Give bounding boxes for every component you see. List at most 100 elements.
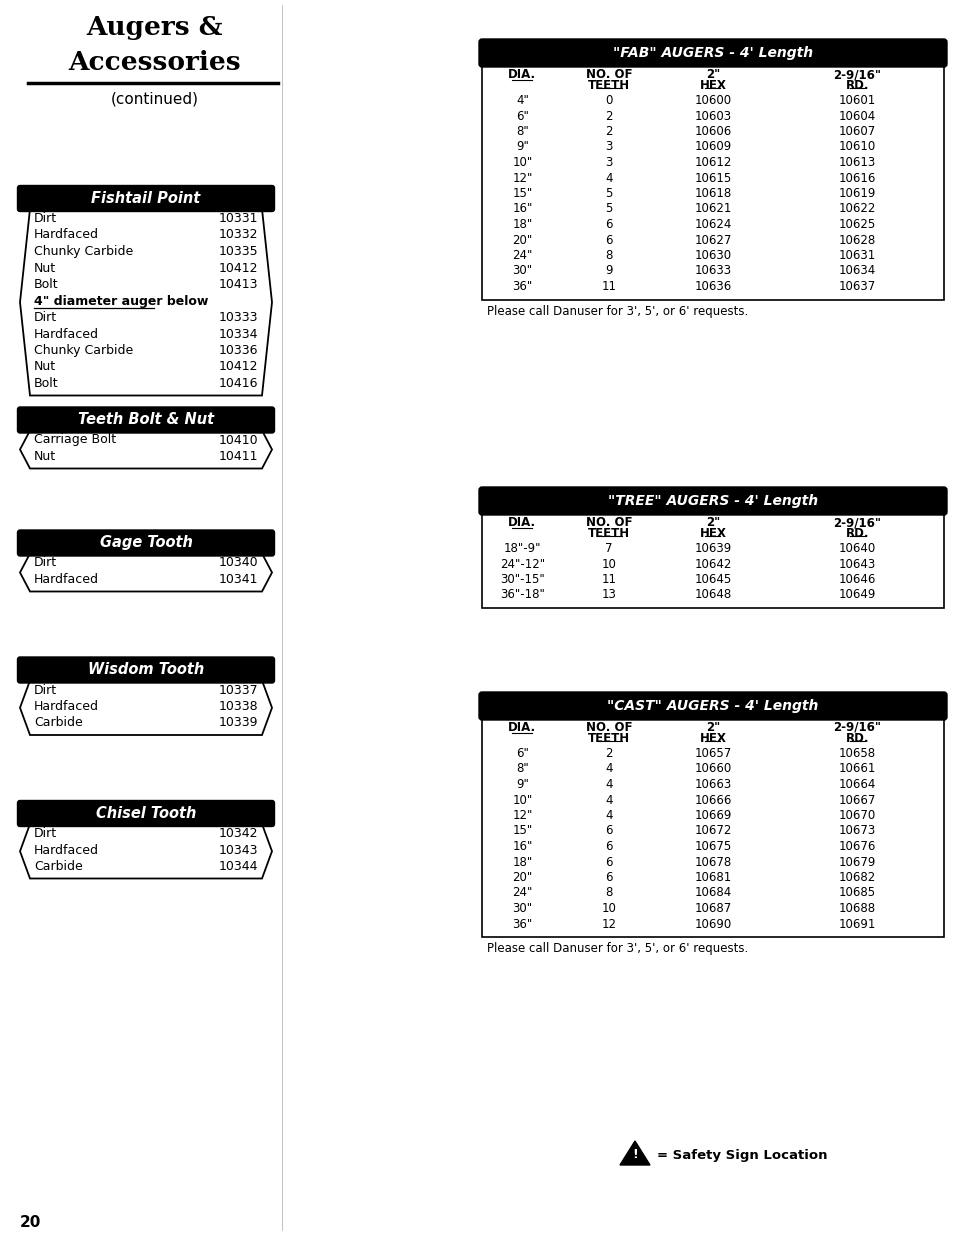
Text: DIA.: DIA.: [508, 721, 536, 734]
Text: 10628: 10628: [838, 233, 875, 247]
Text: 12: 12: [601, 918, 616, 930]
Text: 9": 9": [516, 141, 528, 153]
Text: 16": 16": [512, 840, 532, 853]
Text: Gage Tooth: Gage Tooth: [99, 536, 193, 551]
Text: 5: 5: [605, 186, 612, 200]
Text: 2: 2: [604, 110, 612, 122]
Text: 12": 12": [512, 809, 532, 823]
Text: 10658: 10658: [838, 747, 875, 760]
Text: Carbide: Carbide: [34, 716, 83, 730]
Text: DIA.: DIA.: [508, 68, 536, 82]
FancyBboxPatch shape: [478, 487, 946, 515]
Text: 36": 36": [512, 280, 532, 293]
Text: NO. OF: NO. OF: [585, 721, 632, 734]
Text: 12": 12": [512, 172, 532, 184]
Bar: [481, 513, 943, 608]
Text: 10615: 10615: [694, 172, 731, 184]
FancyBboxPatch shape: [17, 530, 274, 556]
Text: 10337: 10337: [218, 683, 257, 697]
Text: 10410: 10410: [218, 433, 257, 447]
Text: 10649: 10649: [838, 589, 875, 601]
Text: 10618: 10618: [694, 186, 731, 200]
Text: 18": 18": [512, 219, 532, 231]
Text: 20: 20: [20, 1215, 41, 1230]
Text: 10411: 10411: [218, 450, 257, 463]
Text: 15": 15": [512, 186, 532, 200]
Text: 10681: 10681: [694, 871, 731, 884]
Text: 10637: 10637: [838, 280, 875, 293]
Text: 10667: 10667: [838, 794, 875, 806]
Text: 10606: 10606: [694, 125, 731, 138]
Text: Dirt: Dirt: [34, 683, 57, 697]
Text: 30"-15": 30"-15": [499, 573, 544, 585]
Text: 2-9/16": 2-9/16": [833, 516, 881, 529]
Text: 0: 0: [605, 94, 612, 107]
Text: Hardfaced: Hardfaced: [34, 327, 99, 341]
Text: 10607: 10607: [838, 125, 875, 138]
Text: 9: 9: [604, 264, 612, 278]
Bar: [481, 718, 943, 937]
Text: 10416: 10416: [218, 377, 257, 390]
Text: 10412: 10412: [218, 361, 257, 373]
Text: NO. OF: NO. OF: [585, 68, 632, 82]
Text: RD.: RD.: [844, 527, 868, 540]
Text: Hardfaced: Hardfaced: [34, 228, 99, 242]
FancyBboxPatch shape: [17, 657, 274, 683]
Text: 4: 4: [604, 778, 612, 790]
Text: 10: 10: [601, 902, 616, 915]
Text: 10: 10: [601, 557, 616, 571]
Text: 10673: 10673: [838, 825, 875, 837]
Text: 4: 4: [604, 172, 612, 184]
Text: Dirt: Dirt: [34, 212, 57, 225]
Text: 10601: 10601: [838, 94, 875, 107]
Text: 10331: 10331: [218, 212, 257, 225]
Text: 9": 9": [516, 778, 528, 790]
Text: Carriage Bolt: Carriage Bolt: [34, 433, 116, 447]
Text: !: !: [632, 1149, 638, 1161]
Text: Carbide: Carbide: [34, 860, 83, 873]
Text: Dirt: Dirt: [34, 827, 57, 840]
Text: 10": 10": [512, 156, 532, 169]
Text: 10612: 10612: [694, 156, 731, 169]
Text: 10690: 10690: [694, 918, 731, 930]
FancyBboxPatch shape: [17, 185, 274, 211]
Text: 10339: 10339: [218, 716, 257, 730]
Text: "TREE" AUGERS - 4' Length: "TREE" AUGERS - 4' Length: [607, 494, 818, 508]
Text: 10666: 10666: [694, 794, 731, 806]
Text: 10675: 10675: [694, 840, 731, 853]
Text: 10616: 10616: [838, 172, 875, 184]
Text: 6": 6": [516, 110, 528, 122]
Text: Nut: Nut: [34, 361, 56, 373]
Text: 10634: 10634: [838, 264, 875, 278]
Text: 20": 20": [512, 233, 532, 247]
Text: 18"-9": 18"-9": [503, 542, 540, 555]
Text: 10661: 10661: [838, 762, 875, 776]
Text: 10679: 10679: [838, 856, 875, 868]
Text: NO. OF: NO. OF: [585, 516, 632, 529]
Text: Fishtail Point: Fishtail Point: [91, 191, 200, 206]
Text: 10645: 10645: [694, 573, 731, 585]
Text: 10691: 10691: [838, 918, 875, 930]
Text: 10622: 10622: [838, 203, 875, 215]
Text: 13: 13: [601, 589, 616, 601]
Text: 20": 20": [512, 871, 532, 884]
Text: 7: 7: [604, 542, 612, 555]
Text: Dirt: Dirt: [34, 557, 57, 569]
Text: Accessories: Accessories: [69, 49, 241, 75]
Text: 10344: 10344: [218, 860, 257, 873]
Text: 10664: 10664: [838, 778, 875, 790]
Text: 10648: 10648: [694, 589, 731, 601]
Text: Nut: Nut: [34, 262, 56, 274]
Text: Nut: Nut: [34, 450, 56, 463]
Text: 4: 4: [604, 794, 612, 806]
Text: 2": 2": [705, 516, 720, 529]
Text: 30": 30": [512, 264, 532, 278]
Text: RD.: RD.: [844, 732, 868, 745]
Text: 10340: 10340: [218, 557, 257, 569]
Text: 10678: 10678: [694, 856, 731, 868]
Text: Hardfaced: Hardfaced: [34, 844, 99, 857]
Text: 10670: 10670: [838, 809, 875, 823]
Text: 18": 18": [512, 856, 532, 868]
Text: 8: 8: [605, 249, 612, 262]
Text: 6": 6": [516, 747, 528, 760]
